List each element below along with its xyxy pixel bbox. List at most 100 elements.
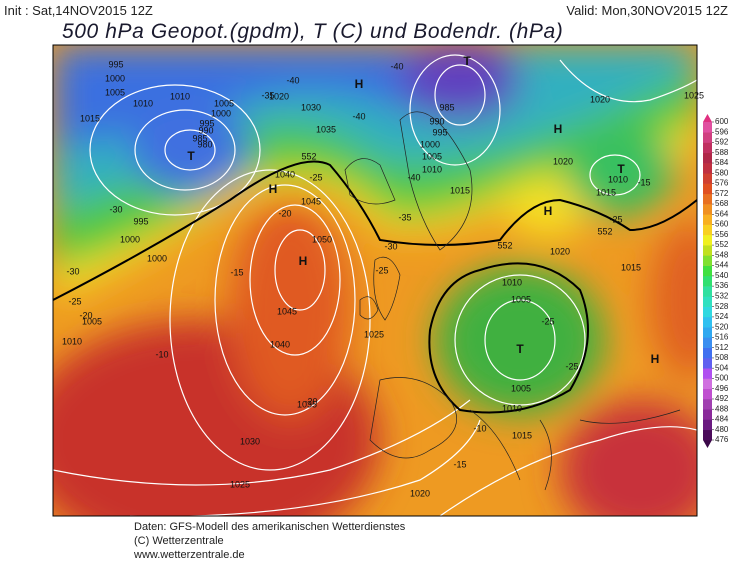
contour-label: 985	[439, 102, 454, 112]
contour-label: -25	[609, 214, 622, 224]
contour-label: 1050	[312, 234, 332, 244]
contour-label: -10	[155, 349, 168, 359]
contour-label: 1010	[170, 91, 190, 101]
contour-label: -25	[68, 296, 81, 306]
isobars	[53, 54, 697, 516]
contour-label: -20	[79, 310, 92, 320]
contour-label: 1030	[240, 436, 260, 446]
contour-label: 1015	[512, 430, 532, 440]
contour-label: 1015	[80, 113, 100, 123]
colorbar-tick-label: 516	[715, 333, 729, 342]
contour-label: 1010	[608, 174, 628, 184]
colorbar-tick-label: 580	[715, 168, 729, 177]
colorbar-segment	[703, 204, 712, 215]
colorbar-tick-label: 548	[715, 250, 729, 259]
contour-label: 1005	[422, 151, 442, 161]
colorbar-segment	[703, 132, 712, 143]
colorbar-tick-label: 496	[715, 384, 729, 393]
contour-label: 1020	[550, 246, 570, 256]
map-field	[53, 45, 697, 516]
contour-label: 1025	[684, 90, 704, 100]
contour-label: 1020	[590, 94, 610, 104]
colorbar-segment	[703, 265, 712, 277]
colorbar-tick-label: 592	[715, 138, 729, 147]
contour-label: 1025	[230, 479, 250, 489]
contour-label: 995	[108, 59, 123, 69]
contour-label: 552	[597, 226, 612, 236]
website: www.wetterzentrale.de	[133, 549, 245, 561]
pressure-center: H	[651, 352, 660, 366]
contour-label: -30	[66, 266, 79, 276]
colorbar-segment	[703, 122, 712, 133]
colorbar-segment	[703, 316, 712, 328]
contour-label: -40	[286, 75, 299, 85]
colorbar-tick-label: 524	[715, 312, 729, 321]
colorbar-tick-label: 508	[715, 353, 729, 362]
colorbar-segment	[703, 378, 712, 390]
colorbar-tick-label: 560	[715, 220, 729, 229]
colorbar-segment	[703, 224, 712, 236]
colorbar-tick-label: 596	[715, 127, 729, 136]
colorbar-tick-label: 512	[715, 343, 729, 352]
colorbar-segment	[703, 337, 712, 348]
colorbar-tick-label: 484	[715, 415, 729, 424]
colorbar-segment	[703, 388, 712, 400]
contour-label: 1010	[133, 98, 153, 108]
contour-label: 1005	[82, 316, 102, 326]
colorbar-segment	[703, 214, 712, 225]
contour-label: -35	[398, 212, 411, 222]
contour-label: -10	[473, 423, 486, 433]
colorbar-segment	[703, 398, 712, 410]
colorbar-segment	[703, 234, 712, 246]
contour-label: -15	[453, 459, 466, 469]
colorbar-tick-label: 556	[715, 230, 729, 239]
colorbar-segment	[703, 286, 712, 297]
contour-label: 995	[133, 216, 148, 226]
colorbar-segment	[703, 419, 712, 431]
contour-label: 1000	[211, 108, 231, 118]
colorbar-segment	[703, 306, 712, 318]
colorbar-tick-label: 544	[715, 261, 729, 270]
contour-label: -25	[565, 361, 578, 371]
pressure-center: H	[544, 204, 553, 218]
pressure-center: H	[355, 77, 364, 91]
colorbar-cap	[703, 114, 712, 122]
contour-label: -30	[384, 241, 397, 251]
contour-label: 1000	[105, 73, 125, 83]
pressure-center: T	[463, 54, 471, 68]
contour-label: 1030	[301, 102, 321, 112]
pressure-center: H	[554, 122, 563, 136]
colorbar-segment	[703, 429, 712, 441]
valid-time: Valid: Mon,30NOV2015 12Z	[566, 3, 728, 18]
contour-label: 1010	[502, 277, 522, 287]
colorbar-segment	[703, 193, 712, 205]
colorbar-segment	[703, 296, 712, 307]
contour-label: 1005	[214, 98, 234, 108]
contour-label: 995	[432, 127, 447, 137]
colorbar-tick-label: 500	[715, 374, 729, 383]
contour-label: -40	[407, 172, 420, 182]
colorbar-tick-label: 564	[715, 209, 729, 218]
contour-label: 1000	[420, 139, 440, 149]
contour-label: 1040	[275, 169, 295, 179]
colorbar-segment	[703, 368, 712, 379]
contour-label: 552	[497, 240, 512, 250]
colorbar-cap	[703, 440, 712, 448]
colorbar-segment	[703, 275, 712, 287]
contour-label: -25	[375, 265, 388, 275]
init-time: Init : Sat,14NOV2015 12Z	[4, 3, 153, 18]
colorbar-tick-label: 584	[715, 158, 729, 167]
contour-label: -20	[304, 396, 317, 406]
colorbar-tick-label: 504	[715, 363, 729, 372]
contour-label: -30	[109, 204, 122, 214]
colorbar-segment	[703, 255, 712, 266]
contour-label: -25	[541, 316, 554, 326]
contour-552	[53, 160, 697, 414]
contour-label: 1045	[301, 196, 321, 206]
contour-label: 1015	[596, 187, 616, 197]
colorbar: 4764804844884924965005045085125165205245…	[703, 114, 729, 448]
contour-label: 985	[192, 133, 207, 143]
contour-label: 1010	[62, 336, 82, 346]
colorbar-tick-label: 576	[715, 179, 729, 188]
contour-label: 552	[301, 151, 316, 161]
